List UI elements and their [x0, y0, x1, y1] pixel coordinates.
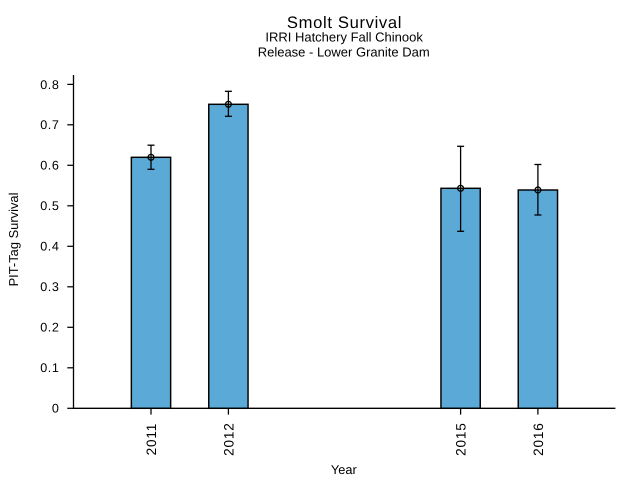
svg-text:Smolt Survival: Smolt Survival [287, 13, 402, 32]
svg-text:Year: Year [331, 462, 358, 477]
svg-text:0.3: 0.3 [40, 280, 59, 294]
svg-text:0.1: 0.1 [40, 361, 59, 375]
svg-text:PIT-Tag Survival: PIT-Tag Survival [6, 193, 21, 287]
svg-text:0.4: 0.4 [40, 240, 59, 254]
svg-text:2012: 2012 [221, 422, 236, 456]
svg-text:0.7: 0.7 [40, 118, 59, 132]
svg-text:0.6: 0.6 [40, 159, 59, 173]
svg-text:0: 0 [52, 402, 60, 416]
svg-text:0.8: 0.8 [40, 78, 59, 92]
svg-text:2011: 2011 [144, 423, 159, 456]
svg-text:2015: 2015 [454, 422, 469, 456]
svg-text:IRRI Hatchery Fall Chinook: IRRI Hatchery Fall Chinook [265, 30, 423, 45]
svg-text:2016: 2016 [531, 422, 546, 456]
svg-text:0.5: 0.5 [40, 199, 59, 213]
svg-text:0.2: 0.2 [40, 321, 59, 335]
svg-text:Release - Lower Granite Dam: Release - Lower Granite Dam [258, 45, 430, 60]
